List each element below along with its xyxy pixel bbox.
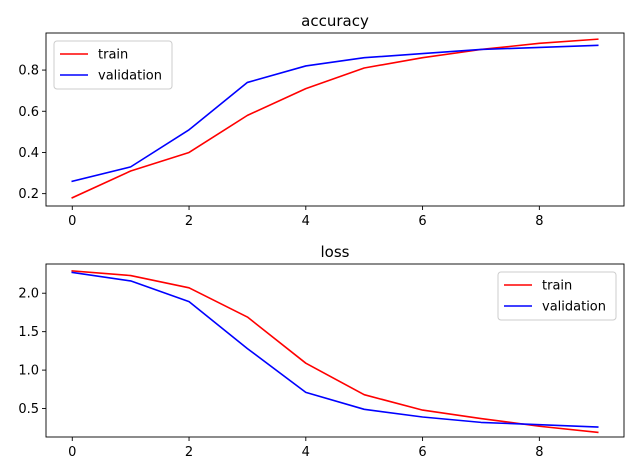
chart-panel-loss: loss 0 2 4 6 8 0.5 1.0 1.5 2.0 train validation <box>18 243 625 460</box>
y-tick-label: 0.2 <box>18 187 39 202</box>
data-point-train <box>305 88 307 90</box>
data-point-validation <box>305 392 307 394</box>
y-tick-label: 1.0 <box>18 364 39 379</box>
data-point-validation <box>480 49 482 51</box>
y-tick-label: 1.5 <box>18 325 39 340</box>
data-point-validation <box>247 82 249 84</box>
data-point-validation <box>247 348 249 350</box>
x-tick-label: 4 <box>302 214 310 229</box>
plot-frame <box>45 263 625 438</box>
data-point-validation <box>480 422 482 424</box>
y-tick-label: 0.8 <box>18 64 39 79</box>
x-tick-label: 6 <box>418 214 426 229</box>
data-point-train <box>247 115 249 117</box>
data-point-validation <box>130 280 132 282</box>
legend-label-train: train <box>98 48 128 63</box>
legend-box <box>53 40 173 90</box>
y-tick-label: 0.6 <box>18 105 39 120</box>
data-point-train <box>363 394 365 396</box>
data-point-train <box>130 170 132 172</box>
data-point-validation <box>188 129 190 131</box>
x-tick-label: 2 <box>185 214 193 229</box>
data-point-validation <box>71 272 73 274</box>
data-point-train <box>363 67 365 69</box>
data-point-train <box>247 316 249 318</box>
data-point-train <box>71 270 73 272</box>
x-tick-label: 4 <box>302 445 310 460</box>
legend-label-validation: validation <box>98 69 162 84</box>
data-point-train <box>305 362 307 364</box>
legend-label-train: train <box>542 279 572 294</box>
x-tick-label: 8 <box>535 214 543 229</box>
series-line-train <box>71 38 599 199</box>
x-tick-label: 8 <box>535 445 543 460</box>
data-point-train <box>130 275 132 277</box>
chart-title: accuracy <box>301 12 369 30</box>
data-point-validation <box>188 301 190 303</box>
data-point-train <box>539 42 541 44</box>
legend-box <box>497 271 617 321</box>
y-tick-label: 2.0 <box>18 287 39 302</box>
data-point-validation <box>363 409 365 411</box>
series-line-validation <box>71 271 599 428</box>
data-point-validation <box>539 47 541 49</box>
data-point-validation <box>305 65 307 67</box>
y-tick-label: 0.5 <box>18 402 39 417</box>
legend: train validation <box>53 40 173 90</box>
x-tick-label: 0 <box>68 445 76 460</box>
legend: train validation <box>497 271 617 321</box>
data-point-validation <box>71 180 73 182</box>
chart-panel-accuracy: accuracy 0 2 4 6 8 0.2 0.4 0.6 0.8 train validation <box>18 12 625 229</box>
series-line-validation <box>71 44 599 183</box>
x-tick-label: 6 <box>418 445 426 460</box>
data-point-train <box>480 418 482 420</box>
data-point-validation <box>597 45 599 47</box>
data-point-train <box>188 287 190 289</box>
data-point-validation <box>422 53 424 55</box>
plot-frame <box>45 32 625 207</box>
data-point-train <box>188 152 190 154</box>
data-point-validation <box>539 424 541 426</box>
data-point-train <box>422 57 424 59</box>
data-point-train <box>539 425 541 427</box>
data-point-validation <box>422 416 424 418</box>
y-tick-label: 0.4 <box>18 146 39 161</box>
chart-title: loss <box>321 243 350 261</box>
data-point-train <box>597 38 599 40</box>
x-tick-label: 0 <box>68 214 76 229</box>
x-tick-label: 2 <box>185 445 193 460</box>
data-point-train <box>71 197 73 199</box>
data-point-validation <box>597 426 599 428</box>
data-point-train <box>422 409 424 411</box>
series-line-train <box>71 270 599 434</box>
data-point-validation <box>363 57 365 59</box>
legend-label-validation: validation <box>542 300 606 315</box>
data-point-validation <box>130 166 132 168</box>
data-point-train <box>597 432 599 434</box>
